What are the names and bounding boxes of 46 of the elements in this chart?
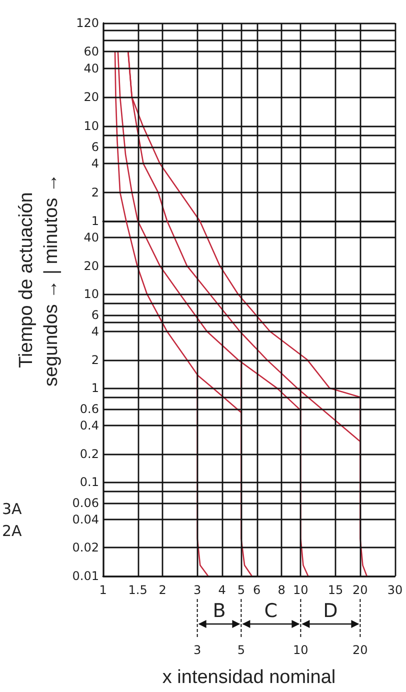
y-tick-label: 0.02 [72,540,99,555]
y-tick-label: 4 [91,324,99,339]
y-axis-title: Tiempo de actuación segundos → | minutos → [16,174,62,386]
y-tick-label: 0.4 [80,418,99,432]
y-tick-label: 2 [91,185,99,200]
x-tick-label: 20 [352,583,368,597]
text: C [264,600,278,622]
y-tick-label: 4 [91,156,99,171]
x-tick-label: 3 [194,583,202,597]
y-tick-label: 0.01 [72,569,99,583]
y-tick-label: 10 [84,287,99,302]
x-tick-label: 5 [237,583,245,597]
y-tick-label: 0.06 [72,496,99,510]
y-tick-label: 0.6 [80,402,99,416]
x-tick-label: 15 [328,583,344,597]
x-tick-label: 2 [158,583,166,597]
ref-line-label: 10 [293,643,308,657]
text: 3A [2,500,22,518]
y-tick-label: 40 [84,230,99,245]
x-tick-label: 6 [253,583,261,597]
y-tick-label: 0.2 [80,446,99,461]
x-axis-title: x intensidad nominal [162,667,336,688]
x-tick-label: 1.5 [128,583,148,597]
y-tick-label: 6 [91,140,99,154]
y-tick-label: 0.1 [80,475,99,490]
ref-line-label: 3 [194,643,202,657]
y-tick-label: 10 [84,118,99,133]
y-tick-label: 2 [91,352,99,367]
y-tick-label: 20 [84,90,99,104]
ref-line-label: 5 [237,643,245,657]
y-tick-label: 40 [84,61,99,76]
ref-line-label: 20 [352,643,368,657]
y-tick-label: 20 [84,258,99,273]
text: B [212,600,226,622]
y-tick-label: 6 [91,308,99,322]
x-tick-label: 30 [387,583,403,597]
y-tick-label: 60 [84,44,99,59]
text: D [323,600,338,622]
y-tick-label: 120 [76,16,99,30]
y-tick-label: 0.04 [72,512,99,526]
x-tick-label: 8 [278,583,286,597]
x-tick-label: 10 [293,583,308,597]
y-tick-label: 1 [91,381,99,396]
text: 2A [2,522,22,540]
x-tick-label: 4 [218,583,226,597]
y-tick-label: 1 [91,214,99,228]
